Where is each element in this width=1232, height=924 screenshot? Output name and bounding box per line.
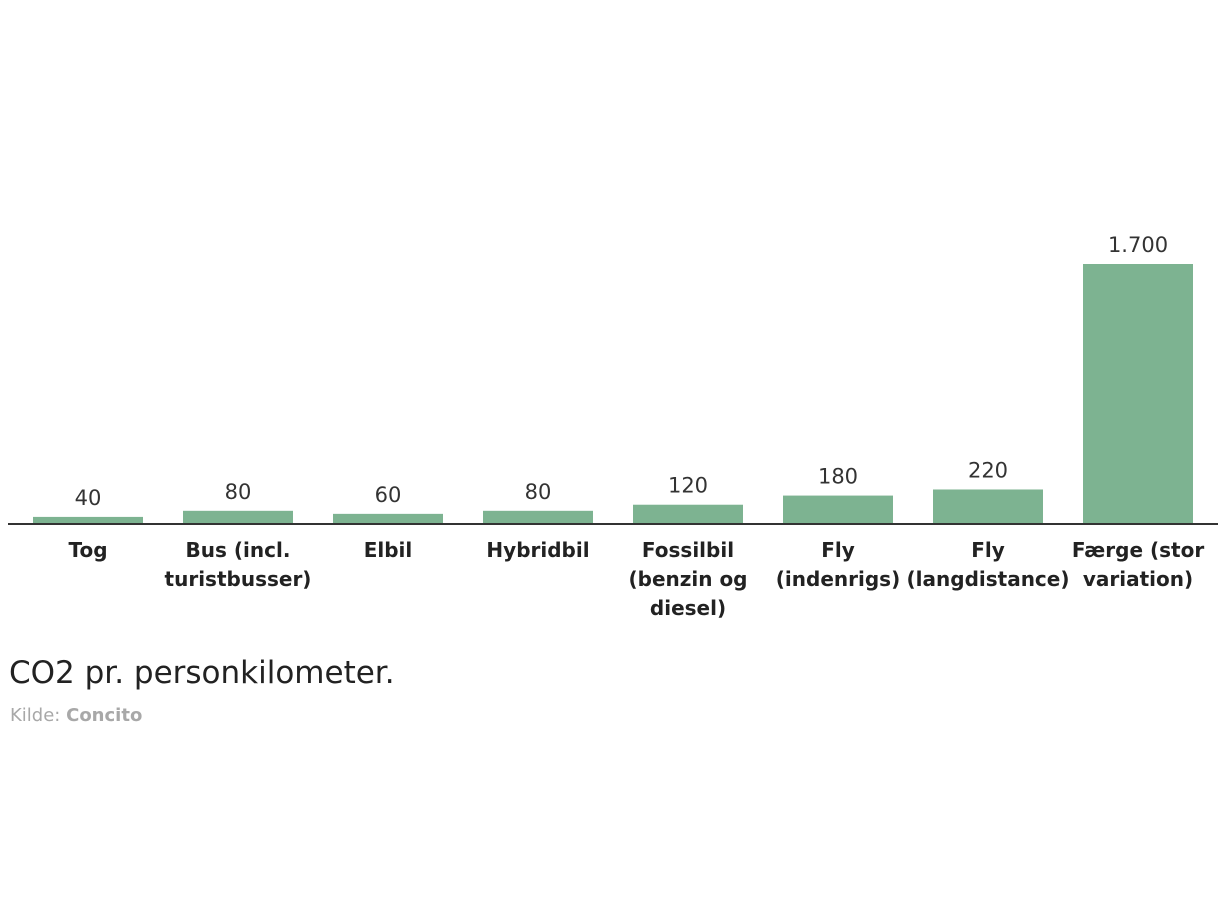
bar bbox=[783, 495, 893, 523]
x-tick-text: Fossilbil (benzin og diesel) bbox=[628, 538, 748, 620]
x-tick-text: Færge (stor variation) bbox=[1071, 538, 1205, 591]
x-tick-label: Elbil bbox=[313, 536, 463, 565]
x-tick-label: Færge (stor variation) bbox=[1063, 536, 1213, 594]
value-label: 180 bbox=[818, 465, 858, 489]
value-label: 220 bbox=[968, 458, 1008, 482]
value-label: 80 bbox=[225, 480, 252, 504]
x-tick-text: Fly (langdistance) bbox=[906, 538, 1070, 591]
bar bbox=[633, 504, 743, 523]
x-tick-label: Hybridbil bbox=[463, 536, 613, 565]
bar bbox=[483, 510, 593, 523]
x-tick-label: Fly (indenrigs) bbox=[763, 536, 913, 594]
x-tick-text: Tog bbox=[68, 538, 108, 562]
bar bbox=[933, 489, 1043, 523]
value-label: 120 bbox=[668, 474, 708, 498]
caption: CO2 pr. personkilometer. bbox=[9, 655, 395, 691]
x-tick-text: Fly (indenrigs) bbox=[775, 538, 901, 591]
source-name: Concito bbox=[66, 705, 143, 726]
x-tick-text: Hybridbil bbox=[486, 538, 590, 562]
source-label: Kilde: bbox=[10, 705, 61, 726]
bar bbox=[1083, 264, 1193, 523]
value-label: 60 bbox=[375, 483, 402, 507]
bar bbox=[333, 513, 443, 523]
x-tick-label: Tog bbox=[13, 536, 163, 565]
bar bbox=[183, 510, 293, 523]
x-tick-label: Fly (langdistance) bbox=[907, 536, 1070, 594]
value-label: 80 bbox=[525, 480, 552, 504]
value-label: 1.700 bbox=[1108, 233, 1168, 257]
x-tick-label: Bus (incl. turistbusser) bbox=[163, 536, 313, 594]
value-label: 40 bbox=[75, 486, 102, 510]
source: Kilde: Concito bbox=[10, 705, 142, 726]
x-tick-text: Bus (incl. turistbusser) bbox=[164, 538, 312, 591]
x-tick-text: Elbil bbox=[363, 538, 413, 562]
x-tick-label: Fossilbil (benzin og diesel) bbox=[613, 536, 763, 623]
bar bbox=[33, 516, 143, 523]
